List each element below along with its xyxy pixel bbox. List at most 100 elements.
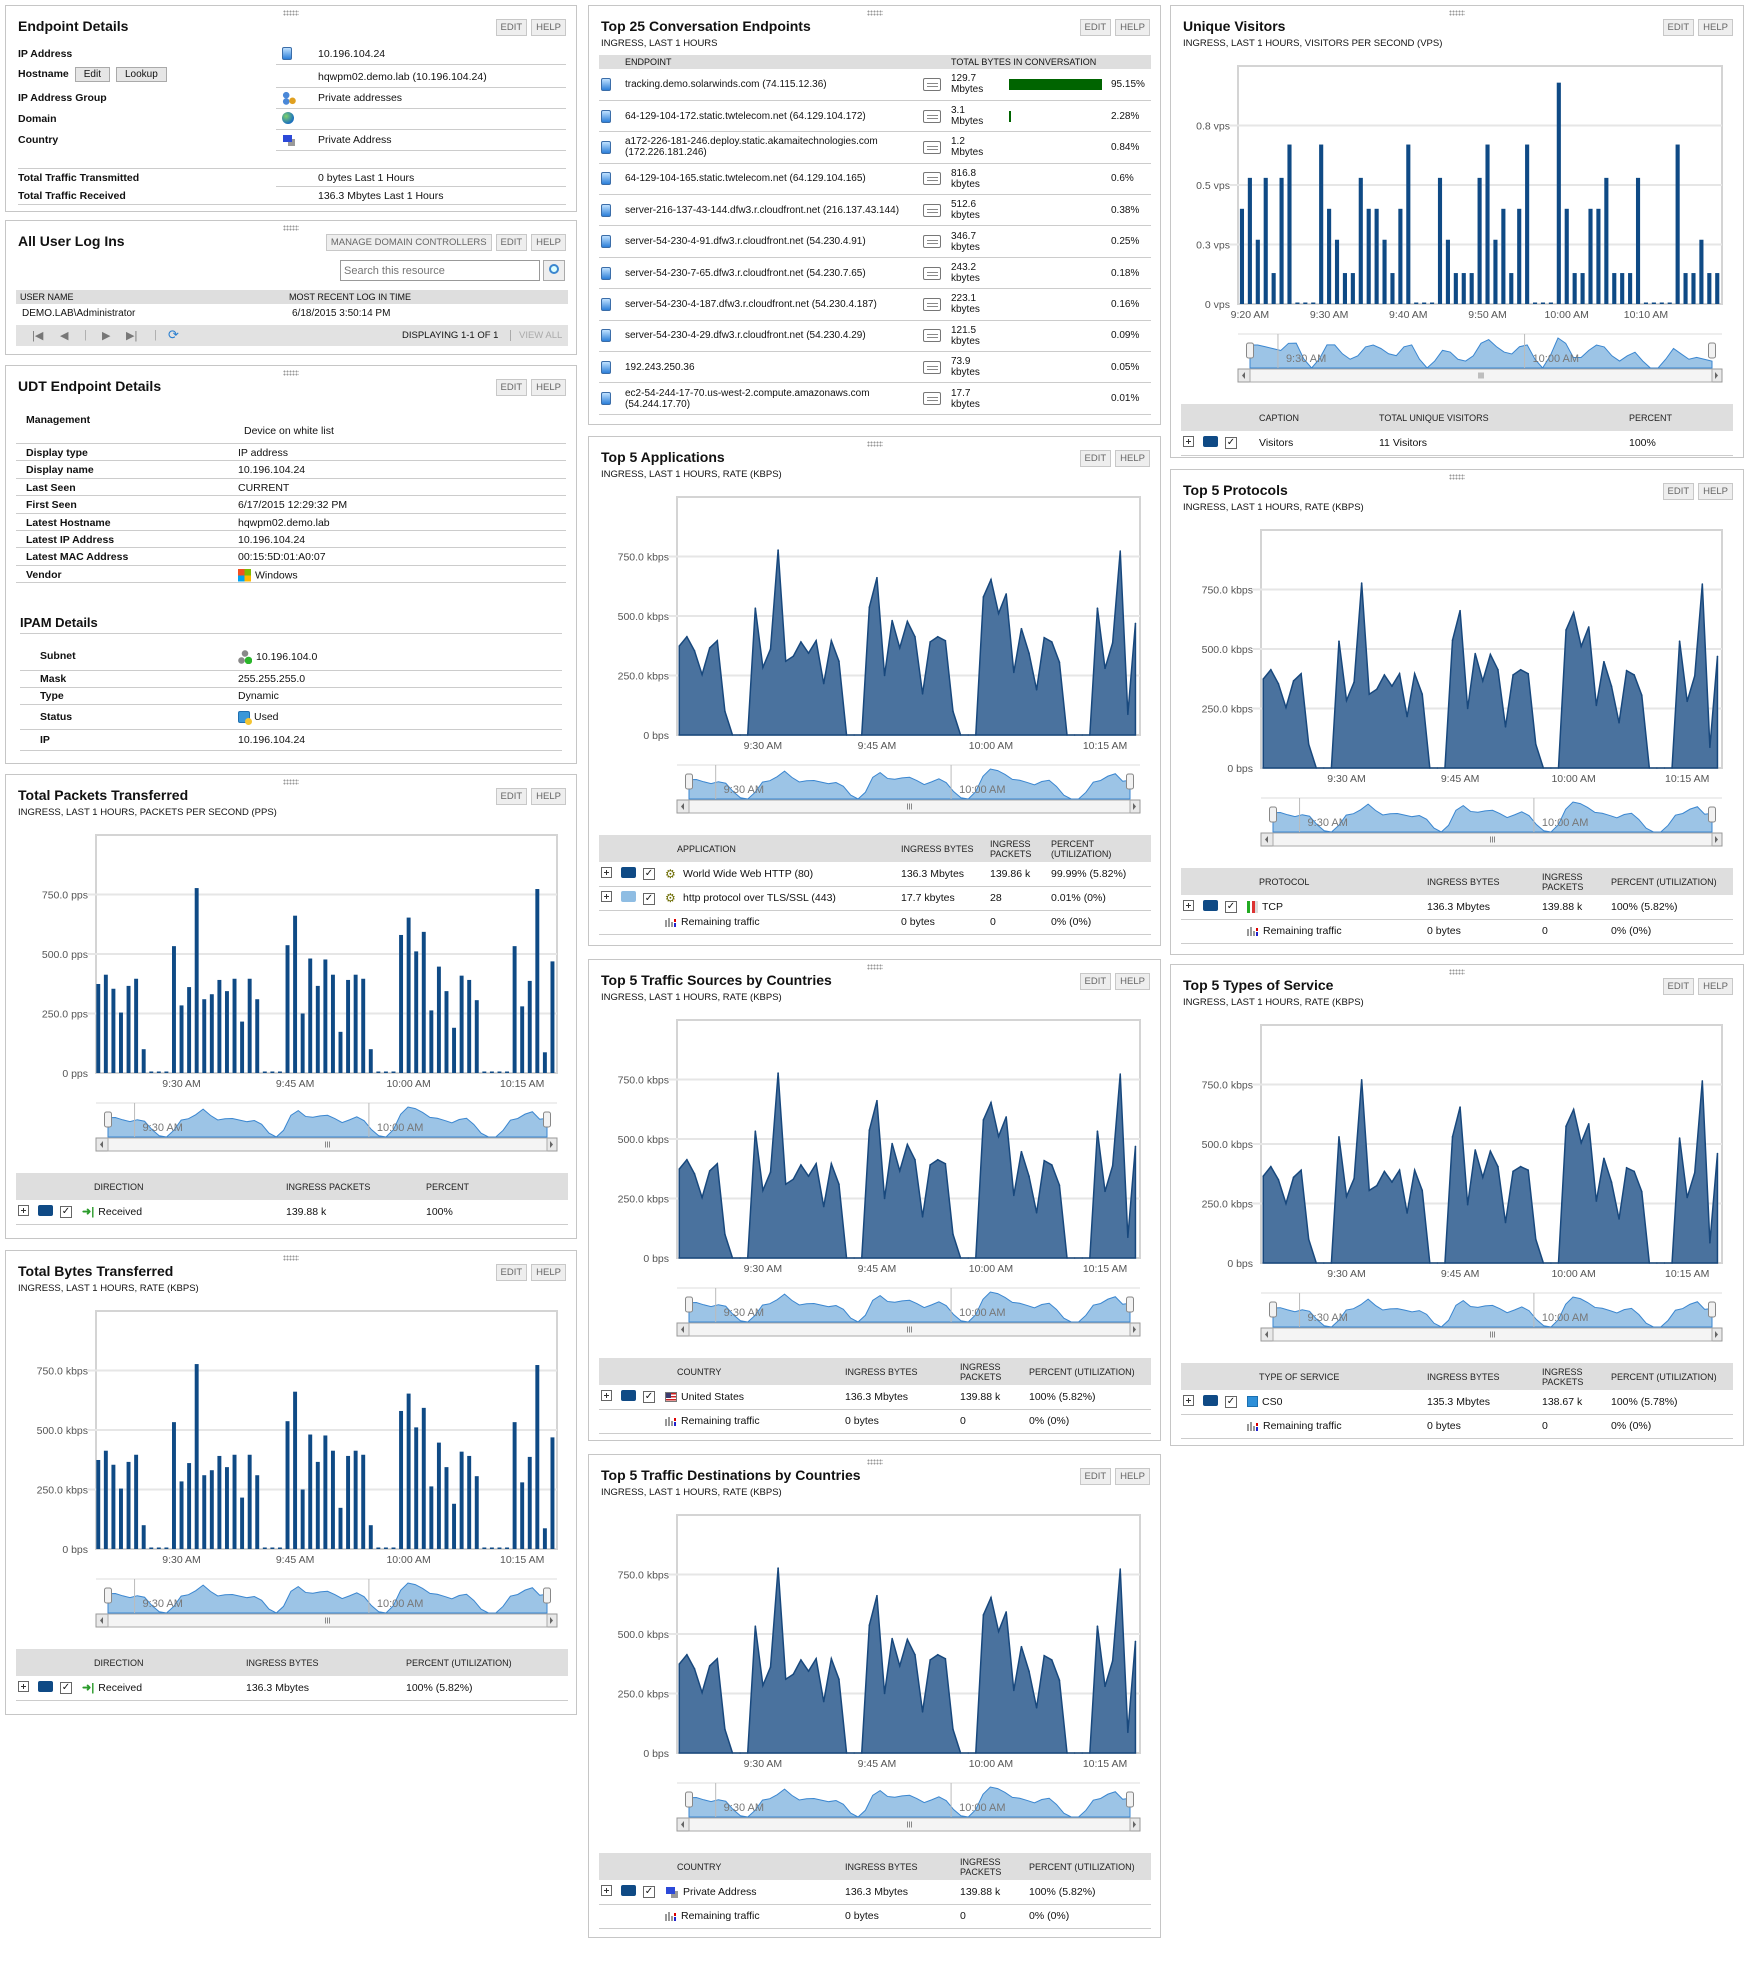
series-checkbox[interactable]: ✓ <box>643 868 655 881</box>
conversation-details-icon[interactable] <box>923 297 941 311</box>
table-row[interactable]: a172-226-181-246.deploy.static.akamaitec… <box>599 131 1151 164</box>
series-checkbox[interactable]: ✓ <box>1225 1396 1237 1409</box>
drag-handle[interactable] <box>283 370 299 376</box>
edit-button[interactable]: EDIT <box>1662 483 1695 500</box>
help-button[interactable]: HELP <box>1698 978 1733 995</box>
series-checkbox[interactable]: ✓ <box>60 1682 72 1695</box>
range-handle-left[interactable] <box>104 1111 112 1128</box>
scroll-right-arrow-icon[interactable] <box>1715 372 1718 379</box>
drag-handle[interactable] <box>283 779 299 785</box>
edit-button[interactable]: EDIT <box>1079 973 1112 990</box>
scroll-left-arrow-icon[interactable] <box>681 1821 684 1828</box>
range-handle-right[interactable] <box>1708 1301 1716 1318</box>
series-checkbox[interactable]: ✓ <box>643 1391 655 1404</box>
series-checkbox[interactable]: ✓ <box>1225 901 1237 914</box>
endpoint-link[interactable]: a172-226-181-246.deploy.static.akamaitec… <box>623 131 921 164</box>
expand-icon[interactable] <box>1183 435 1194 447</box>
edit-button[interactable]: EDIT <box>495 234 528 251</box>
edit-button[interactable]: EDIT <box>1079 450 1112 467</box>
edit-button[interactable]: EDIT <box>495 788 528 805</box>
manage-domain-controllers-button[interactable]: MANAGE DOMAIN CONTROLLERS <box>325 234 492 251</box>
series-checkbox[interactable]: ✓ <box>643 892 655 905</box>
scroll-left-arrow-icon[interactable] <box>1265 836 1268 843</box>
endpoint-link[interactable]: server-54-230-7-65.dfw3.r.cloudfront.net… <box>623 257 921 290</box>
range-handle-left[interactable] <box>1246 342 1254 359</box>
scroll-right-arrow-icon[interactable] <box>1715 836 1718 843</box>
scroll-left-arrow-icon[interactable] <box>1242 372 1245 379</box>
first-page-icon[interactable]: |◀ <box>32 330 44 342</box>
series-checkbox[interactable]: ✓ <box>1225 437 1237 450</box>
drag-handle[interactable] <box>283 1255 299 1261</box>
expand-icon[interactable] <box>601 866 612 878</box>
edit-button[interactable]: EDIT <box>1662 978 1695 995</box>
prev-page-icon[interactable]: ◀ <box>60 330 69 342</box>
help-button[interactable]: HELP <box>1698 483 1733 500</box>
search-input[interactable] <box>340 260 540 281</box>
range-handle-right[interactable] <box>1126 1791 1134 1808</box>
range-handle-left[interactable] <box>104 1587 112 1604</box>
expand-icon[interactable] <box>601 1884 612 1896</box>
edit-button[interactable]: EDIT <box>1079 19 1112 36</box>
edit-button[interactable]: EDIT <box>495 1264 528 1281</box>
scroll-left-arrow-icon[interactable] <box>100 1141 103 1148</box>
drag-handle[interactable] <box>866 441 883 447</box>
table-row[interactable]: ec2-54-244-17-70.us-west-2.compute.amazo… <box>599 382 1151 415</box>
endpoint-link[interactable]: server-54-230-4-29.dfw3.r.cloudfront.net… <box>623 320 921 353</box>
series-checkbox[interactable]: ✓ <box>60 1206 72 1219</box>
help-button[interactable]: HELP <box>1115 973 1150 990</box>
expand-icon[interactable] <box>601 891 612 902</box>
conversation-details-icon[interactable] <box>923 235 941 249</box>
help-button[interactable]: HELP <box>1115 19 1150 36</box>
drag-handle[interactable] <box>866 10 883 16</box>
endpoint-link[interactable]: 64-129-104-172.static.twtelecom.net (64.… <box>623 100 921 133</box>
hostname-lookup-button[interactable]: Lookup <box>116 67 167 82</box>
scroll-left-arrow-icon[interactable] <box>1265 1331 1268 1338</box>
range-handle-left[interactable] <box>1269 1301 1277 1318</box>
conversation-details-icon[interactable] <box>923 109 941 123</box>
hostname-edit-button[interactable]: Edit <box>74 67 110 82</box>
range-handle-right[interactable] <box>1126 773 1134 790</box>
help-button[interactable]: HELP <box>1115 1468 1150 1485</box>
scroll-right-arrow-icon[interactable] <box>1133 803 1136 810</box>
expand-icon[interactable] <box>1183 1394 1194 1406</box>
table-row[interactable]: 192.243.250.36 73.9 kbytes 0.05% <box>599 351 1151 384</box>
range-handle-right[interactable] <box>1126 1296 1134 1313</box>
help-button[interactable]: HELP <box>531 1264 566 1281</box>
endpoint-link[interactable]: 192.243.250.36 <box>623 351 921 384</box>
range-handle-left[interactable] <box>685 1296 693 1313</box>
expand-icon[interactable] <box>18 1680 29 1692</box>
table-row[interactable]: server-216-137-43-144.dfw3.r.cloudfront.… <box>599 194 1151 227</box>
view-all-link[interactable]: VIEW ALL <box>510 330 562 341</box>
range-handle-right[interactable] <box>1708 806 1716 823</box>
range-handle-left[interactable] <box>685 1791 693 1808</box>
expand-icon[interactable] <box>18 1204 29 1216</box>
range-handle-right[interactable] <box>543 1111 551 1128</box>
conversation-details-icon[interactable] <box>923 360 941 374</box>
range-handle-right[interactable] <box>543 1587 551 1604</box>
conversation-details-icon[interactable] <box>923 172 941 186</box>
drag-handle[interactable] <box>1449 474 1465 480</box>
drag-handle[interactable] <box>283 10 299 16</box>
table-row[interactable]: server-54-230-4-29.dfw3.r.cloudfront.net… <box>599 320 1151 353</box>
table-row[interactable]: 64-129-104-172.static.twtelecom.net (64.… <box>599 100 1151 133</box>
range-handle-right[interactable] <box>1708 342 1716 359</box>
conversation-details-icon[interactable] <box>923 203 941 217</box>
range-handle-left[interactable] <box>685 773 693 790</box>
conversation-details-icon[interactable] <box>923 392 941 406</box>
endpoint-link[interactable]: ec2-54-244-17-70.us-west-2.compute.amazo… <box>623 382 921 415</box>
drag-handle[interactable] <box>283 225 299 231</box>
conversation-details-icon[interactable] <box>923 140 941 154</box>
expand-icon[interactable] <box>1183 899 1194 911</box>
edit-button[interactable]: EDIT <box>495 19 528 36</box>
scroll-right-arrow-icon[interactable] <box>1715 1331 1718 1338</box>
edit-button[interactable]: EDIT <box>495 379 528 396</box>
table-row[interactable]: server-54-230-4-187.dfw3.r.cloudfront.ne… <box>599 288 1151 321</box>
drag-handle[interactable] <box>1449 10 1465 16</box>
expand-icon[interactable] <box>601 1389 612 1401</box>
drag-handle[interactable] <box>1449 969 1465 975</box>
last-page-icon[interactable]: ▶| <box>126 330 138 342</box>
help-button[interactable]: HELP <box>531 788 566 805</box>
table-row[interactable]: 64-129-104-165.static.twtelecom.net (64.… <box>599 163 1151 196</box>
edit-button[interactable]: EDIT <box>1079 1468 1112 1485</box>
refresh-icon[interactable]: ⟳ <box>168 327 179 342</box>
